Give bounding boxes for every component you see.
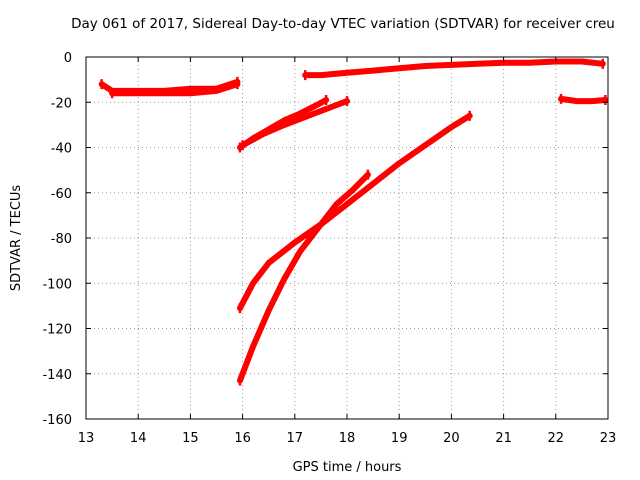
series-layer	[98, 58, 609, 386]
series-2-line	[109, 81, 241, 97]
x-tick-label: 15	[182, 431, 199, 446]
x-tick-label: 14	[130, 431, 147, 446]
series-3-line	[302, 58, 606, 79]
series-6-line	[239, 98, 350, 149]
x-tick-label: 16	[234, 431, 251, 446]
series-4-line	[558, 95, 609, 105]
y-tick-label: -160	[42, 413, 72, 428]
y-tick-label: 0	[64, 51, 72, 66]
x-tick-label: 17	[287, 431, 304, 446]
y-tick-labels: 0 -20 -40 -60 -80 -100 -120 -140 -160	[42, 51, 608, 428]
series-8-line	[237, 171, 371, 384]
x-tick-label: 22	[548, 431, 565, 446]
y-tick-label: -100	[42, 277, 72, 292]
y-tick-label: -60	[51, 187, 72, 202]
x-tick-label: 13	[78, 431, 95, 446]
y-tick-label: -120	[42, 323, 72, 338]
x-tick-label: 19	[391, 431, 408, 446]
x-tick-label: 20	[443, 431, 460, 446]
y-tick-label: -20	[51, 96, 72, 111]
x-tick-labels: 13 14 15 16 17 18 19 20 21 22 23	[78, 57, 617, 446]
plot-frame	[85, 56, 609, 420]
x-tick-label: 21	[495, 431, 512, 446]
y-tick-label: -140	[42, 368, 72, 383]
y-tick-label: -80	[51, 232, 72, 247]
series-7-line	[237, 112, 473, 312]
y-tick-label: -40	[51, 142, 72, 157]
grid-lines	[86, 57, 608, 419]
x-axis-label: GPS time / hours	[293, 460, 402, 475]
y-axis-label: SDTVAR / TECUs	[9, 185, 24, 292]
x-tick-label: 18	[339, 431, 356, 446]
chart-title: Day 061 of 2017, Sidereal Day-to-day VTE…	[71, 16, 615, 32]
x-tick-label: 23	[600, 431, 617, 446]
